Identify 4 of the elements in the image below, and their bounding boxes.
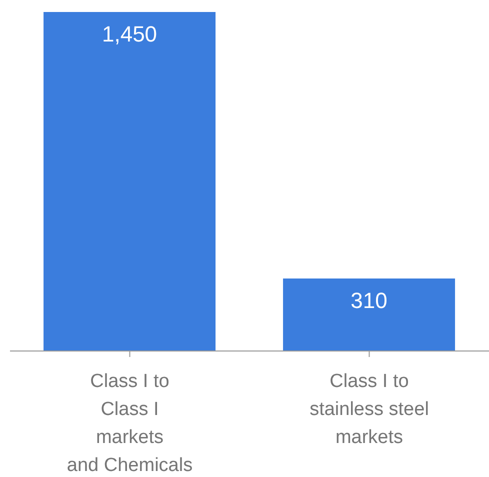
x-tick-label: Class I to stainless steel markets [310, 371, 429, 448]
data-label: 310 [350, 288, 388, 314]
x-tick-label: Class I to Class I markets and Chemicals [66, 371, 193, 476]
data-label: 1,450 [102, 22, 158, 47]
